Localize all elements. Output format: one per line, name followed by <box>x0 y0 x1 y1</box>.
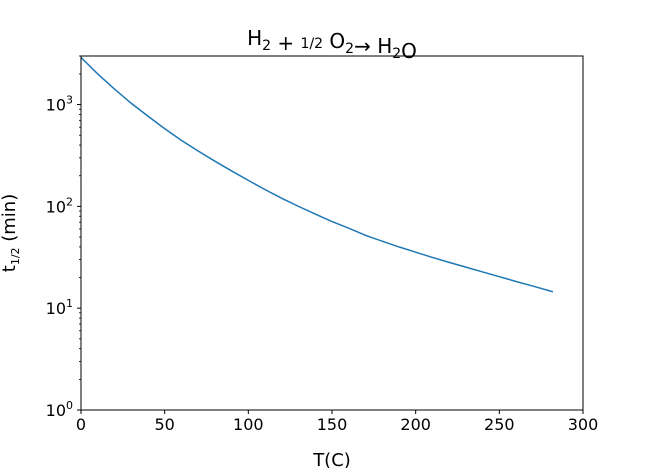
x-tick-label: 0 <box>76 415 86 434</box>
y-tick-label: 102 <box>46 195 73 216</box>
y-tick-label: 101 <box>46 297 73 318</box>
chart-title-text: H2 + 1/2 O2→ H2O <box>247 26 417 63</box>
x-tick-label: 150 <box>317 415 348 434</box>
x-axis-ticks: 0 50 100 150 200 250 300 <box>76 410 598 434</box>
y-axis-label: t1/2 (min) <box>0 194 22 272</box>
y-axis-ticks: 100 101 102 103 <box>46 55 81 420</box>
x-tick-label: 250 <box>484 415 515 434</box>
x-tick-label: 300 <box>568 415 599 434</box>
plot-area <box>80 55 584 411</box>
y-tick-label: 103 <box>46 94 73 115</box>
x-tick-label: 200 <box>400 415 431 434</box>
chart-title: H2 + 1/2 O2→ H2O <box>247 26 417 63</box>
x-axis-label: T(C) <box>312 450 351 468</box>
x-tick-label: 100 <box>233 415 264 434</box>
plot-frame <box>80 55 584 411</box>
x-tick-label: 50 <box>154 415 174 434</box>
y-axis-label-text: t1/2 (min) <box>0 194 22 272</box>
y-tick-label: 100 <box>46 399 73 420</box>
series-line-0 <box>80 56 554 293</box>
